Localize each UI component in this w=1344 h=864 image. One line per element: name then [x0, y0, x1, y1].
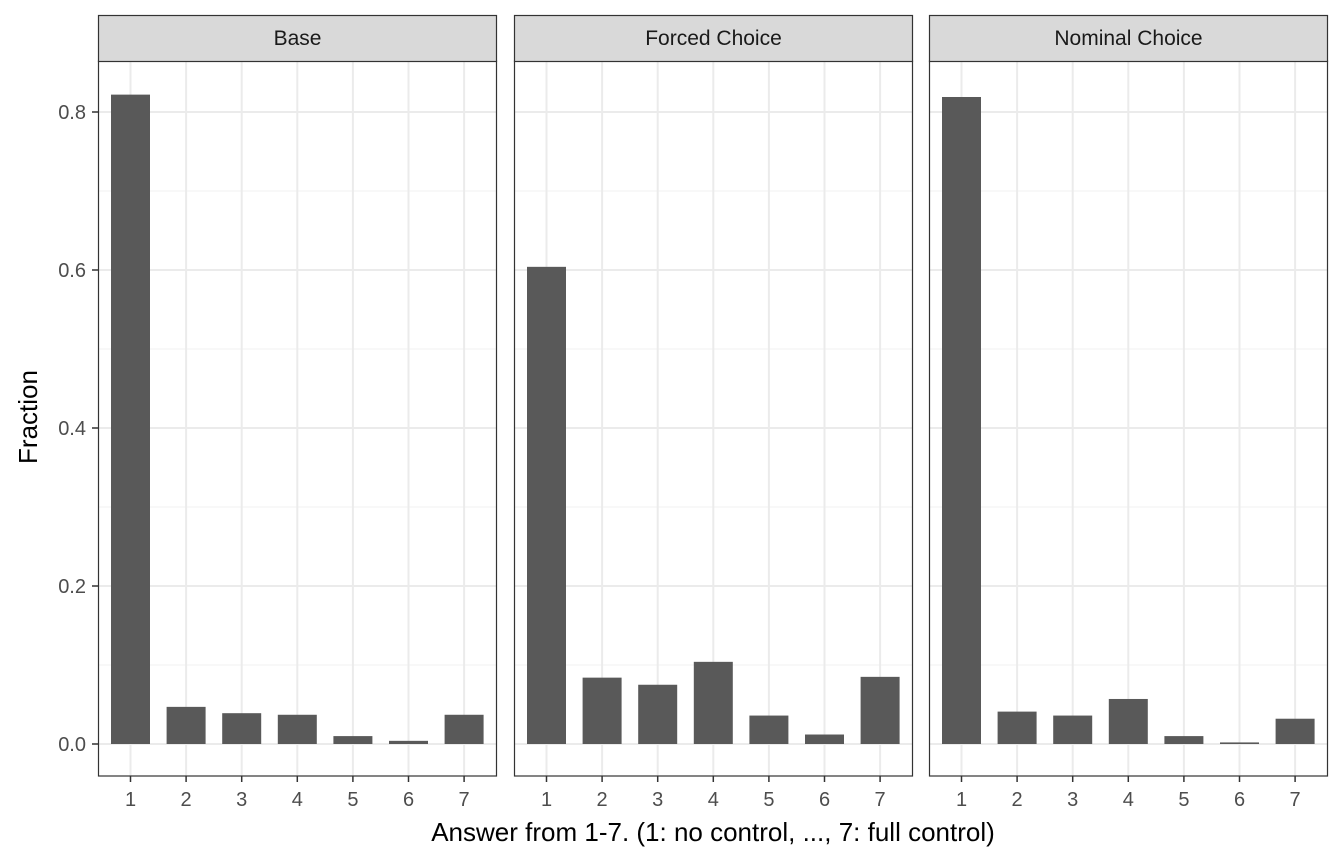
- facet-strip: [928, 14, 1329, 63]
- facet-strip-label: Nominal Choice: [1054, 27, 1202, 50]
- x-tick-label: 7: [459, 789, 470, 811]
- facet-strip-label: Forced Choice: [645, 27, 782, 50]
- bar-forced-choice-6: [805, 734, 844, 744]
- y-axis: 0.0 0.2 0.4 0.6 0.8: [58, 102, 98, 756]
- x-tick-label: 1: [956, 789, 967, 811]
- y-tick-label: 0.8: [58, 102, 86, 124]
- y-tick-label: 0.6: [58, 260, 86, 282]
- y-axis-label: Fraction: [13, 370, 43, 464]
- bar-nominal-choice-3: [1053, 715, 1093, 744]
- y-tick-label: 0.0: [58, 734, 86, 756]
- y-tick-label: 0.4: [58, 418, 86, 440]
- bar-nominal-choice-5: [1164, 736, 1204, 744]
- x-tick-label: 7: [1290, 789, 1301, 811]
- x-tick-label: 2: [181, 789, 192, 811]
- x-tick-label: 5: [347, 789, 358, 811]
- bar-nominal-choice-4: [1108, 698, 1148, 744]
- bar-base-4: [277, 714, 317, 744]
- bar-base-7: [444, 714, 484, 744]
- x-tick-label: 4: [292, 789, 303, 811]
- panel-nominal-choice: Nominal Choice 1 2 3 4 5 6 7: [928, 14, 1329, 811]
- bar-base-5: [333, 736, 373, 744]
- x-tick-label: 3: [652, 789, 663, 811]
- facet-strip-label: Base: [274, 27, 322, 50]
- bar-forced-choice-4: [693, 661, 733, 744]
- x-tick-label: 6: [1234, 789, 1245, 811]
- x-tick-label: 5: [763, 789, 774, 811]
- x-tick-label: 6: [819, 789, 830, 811]
- x-tick-label: 3: [1067, 789, 1078, 811]
- bar-base-3: [222, 713, 262, 744]
- x-tick-label: 1: [125, 789, 136, 811]
- x-tick-label: 5: [1178, 789, 1189, 811]
- bar-forced-choice-5: [749, 715, 789, 744]
- bar-nominal-choice-2: [997, 711, 1037, 744]
- x-axis-label: Answer from 1-7. (1: no control, ..., 7:…: [431, 817, 995, 847]
- facet-strip: [97, 14, 498, 63]
- x-tick-label: 1: [541, 789, 552, 811]
- bar-forced-choice-2: [582, 677, 622, 744]
- bar-nominal-choice-6: [1220, 742, 1259, 744]
- x-tick-label: 3: [236, 789, 247, 811]
- facet-strip: [513, 14, 914, 63]
- x-tick-label: 7: [875, 789, 886, 811]
- bar-forced-choice-7: [860, 676, 900, 744]
- x-tick-label: 2: [597, 789, 608, 811]
- bar-forced-choice-3: [638, 684, 678, 744]
- panel-forced-choice: Forced Choice 1 2 3 4 5 6 7: [513, 14, 914, 811]
- panel-base: Base 1 2 3 4 5 6 7: [97, 14, 498, 811]
- x-tick-label: 2: [1012, 789, 1023, 811]
- y-tick-label: 0.2: [58, 576, 86, 598]
- bar-nominal-choice-1: [942, 96, 981, 745]
- bar-forced-choice-1: [527, 266, 566, 744]
- x-tick-label: 4: [708, 789, 719, 811]
- x-tick-label: 6: [403, 789, 414, 811]
- bar-nominal-choice-7: [1275, 718, 1315, 744]
- x-tick-label: 4: [1123, 789, 1134, 811]
- bar-base-6: [389, 740, 428, 744]
- bar-base-1: [111, 94, 150, 745]
- bar-base-2: [166, 706, 206, 744]
